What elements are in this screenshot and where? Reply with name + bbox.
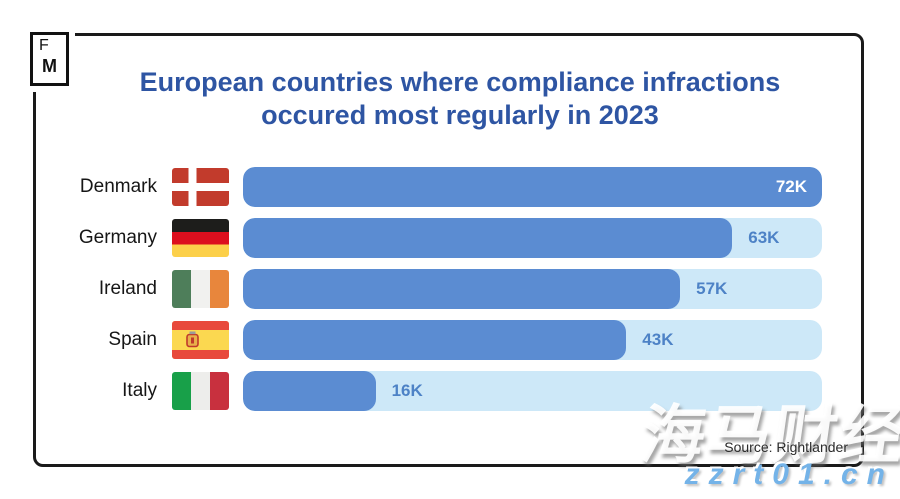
bar-value-label: 16K [391, 381, 423, 400]
fm-logo: F M [30, 32, 69, 86]
germany-flag-icon [172, 219, 229, 257]
bar-track: 43K [243, 320, 822, 360]
page-title-line1: European countries where compliance infr… [139, 67, 781, 97]
country-label: Germany [78, 227, 157, 248]
bar-value-label: 63K [748, 228, 780, 247]
bar-track: 16K [243, 371, 822, 411]
bar-chart: Denmark 72K Germany 63K Ireland 57K [45, 167, 822, 422]
source-text: Source: Rightlander [724, 439, 848, 455]
bar-track: 57K [243, 269, 822, 309]
country-label: Spain [108, 329, 157, 350]
fm-logo-letter-m: M [42, 55, 57, 76]
bar-value-label: 43K [642, 330, 674, 349]
bar-fill [243, 218, 733, 258]
bar-fill [243, 320, 627, 360]
country-label: Denmark [79, 176, 157, 197]
bar-fill: 72K [243, 167, 822, 207]
spain-flag-icon [172, 321, 229, 359]
denmark-flag-icon [172, 168, 229, 206]
italy-flag-icon [172, 372, 229, 410]
country-label: Ireland [98, 278, 157, 299]
chart-row: Spain 43K [45, 320, 822, 360]
fm-logo-letter-f: F [39, 37, 49, 54]
chart-row: Italy 16K [45, 371, 822, 411]
country-label: Italy [122, 380, 157, 401]
page-title: European countries where compliance infr… [70, 66, 850, 132]
bar-track: 63K [243, 218, 822, 258]
page-title-line2: occured most regularly in 2023 [261, 99, 659, 130]
bar-value-label: 57K [696, 279, 728, 298]
bar-track: 72K [243, 167, 822, 207]
chart-row: Germany 63K [45, 218, 822, 258]
bar-fill [243, 371, 376, 411]
chart-row: Denmark 72K [45, 167, 822, 207]
watermark-url-text: zzrt01.cn [684, 458, 894, 491]
bar-value-label: 72K [775, 177, 807, 196]
ireland-flag-icon [172, 270, 229, 308]
chart-row: Ireland 57K [45, 269, 822, 309]
bar-fill [243, 269, 681, 309]
